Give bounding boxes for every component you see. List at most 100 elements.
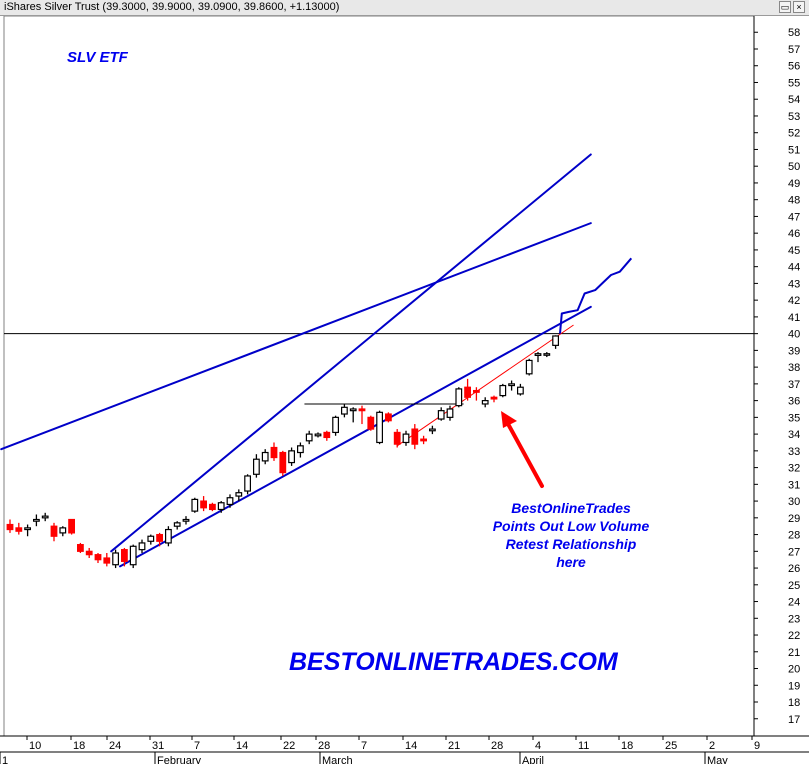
candle-body	[191, 498, 199, 512]
candle-body	[341, 406, 348, 415]
trendline-long-upper-channel	[0, 222, 592, 451]
candle	[217, 501, 225, 513]
candle-body	[15, 527, 23, 532]
y-tick-label: 48	[788, 195, 800, 207]
y-tick-label: 53	[788, 111, 800, 123]
ticker-label: SLV ETF	[67, 49, 129, 66]
candle-body	[261, 451, 269, 462]
y-tick-label: 56	[788, 61, 800, 73]
y-tick-label: 42	[788, 295, 800, 307]
x-tick-label: 11	[578, 740, 589, 752]
candle	[138, 539, 146, 553]
candle	[323, 430, 331, 441]
candle	[341, 403, 348, 418]
candle	[297, 442, 304, 458]
candle	[490, 395, 498, 403]
y-tick-label: 51	[788, 144, 800, 156]
candle-body	[297, 445, 304, 454]
candle	[129, 544, 137, 569]
y-tick-label: 20	[788, 664, 800, 676]
y-tick-label: 58	[788, 27, 800, 39]
candle-body	[481, 400, 489, 405]
x-tick-label: 21	[448, 740, 460, 752]
candle	[226, 494, 234, 508]
candle-body	[490, 396, 498, 400]
y-tick-label: 28	[788, 530, 800, 542]
restore-icon[interactable]: ▭	[779, 1, 791, 13]
x-tick-label: 10	[29, 740, 41, 752]
month-label: 1	[2, 755, 8, 764]
candle	[358, 405, 366, 425]
candle-body	[429, 428, 436, 432]
y-tick-label: 43	[788, 278, 800, 290]
y-tick-label: 44	[788, 262, 800, 274]
candle-body	[552, 335, 559, 346]
candle	[305, 430, 313, 445]
y-tick-label: 39	[788, 345, 800, 357]
y-tick-label: 27	[788, 546, 800, 558]
candle	[103, 552, 111, 567]
candle-body	[543, 353, 551, 356]
candle	[235, 489, 243, 502]
candle-body	[455, 388, 463, 407]
candle	[59, 526, 67, 537]
candle-body	[120, 549, 128, 562]
candle	[191, 497, 199, 513]
trendline-lower-channel	[119, 305, 592, 568]
candle-body	[367, 416, 375, 430]
y-tick-label: 50	[788, 161, 800, 173]
y-tick-label: 26	[788, 563, 800, 575]
candle	[446, 405, 454, 421]
window-title-bar: iShares Silver Trust (39.3000, 39.9000, …	[0, 0, 809, 16]
candles	[6, 335, 559, 569]
x-axis: 10 18 24 31 7 14 22 28 7 14 21 28 4 11 18 25 2 9 1 February…	[0, 735, 809, 764]
candle-body	[349, 408, 357, 412]
annotation-text: BestOnlineTrades Points Out Low Volume Ret…	[493, 500, 650, 570]
plot-frame	[3, 16, 755, 737]
candle	[24, 524, 31, 537]
x-tick-label: 7	[194, 740, 200, 752]
month-label: February	[157, 755, 202, 764]
candle-body	[516, 386, 524, 395]
candle-body	[393, 431, 401, 445]
candle	[534, 352, 542, 363]
candle	[120, 547, 128, 567]
candle	[464, 378, 471, 401]
annotation-line: BestOnlineTrades	[511, 500, 631, 516]
close-icon[interactable]: ×	[793, 1, 805, 13]
y-tick-label: 37	[788, 379, 800, 391]
candle-body	[76, 544, 84, 552]
y-tick-label: 55	[788, 77, 800, 89]
candle	[367, 415, 375, 431]
x-tick-label: 2	[709, 740, 715, 752]
y-tick-label: 36	[788, 396, 800, 408]
y-tick-label: 46	[788, 228, 800, 240]
candle	[516, 383, 524, 396]
y-tick-label: 22	[788, 630, 800, 642]
candle	[200, 496, 208, 512]
candle-body	[94, 554, 102, 561]
candle-body	[41, 515, 49, 519]
candle	[68, 518, 76, 535]
month-label: April	[522, 755, 544, 764]
y-tick-label: 24	[788, 597, 800, 609]
y-tick-label: 18	[788, 697, 800, 709]
candle-body	[226, 497, 234, 506]
candle-body	[446, 408, 454, 418]
candle-body	[182, 518, 190, 522]
candle	[76, 542, 84, 553]
candle	[32, 514, 40, 527]
x-tick-label: 24	[109, 740, 121, 752]
candle-body	[279, 451, 287, 474]
candle	[508, 380, 515, 391]
candle-body	[437, 410, 445, 420]
y-tick-label: 33	[788, 446, 800, 458]
y-tick-label: 49	[788, 178, 800, 190]
candle-body	[332, 416, 339, 434]
candle	[429, 425, 436, 435]
y-tick-label: 30	[788, 496, 800, 508]
candle	[473, 387, 480, 401]
y-tick-label: 17	[788, 714, 800, 726]
candle	[349, 407, 357, 423]
candle-body	[200, 500, 208, 509]
